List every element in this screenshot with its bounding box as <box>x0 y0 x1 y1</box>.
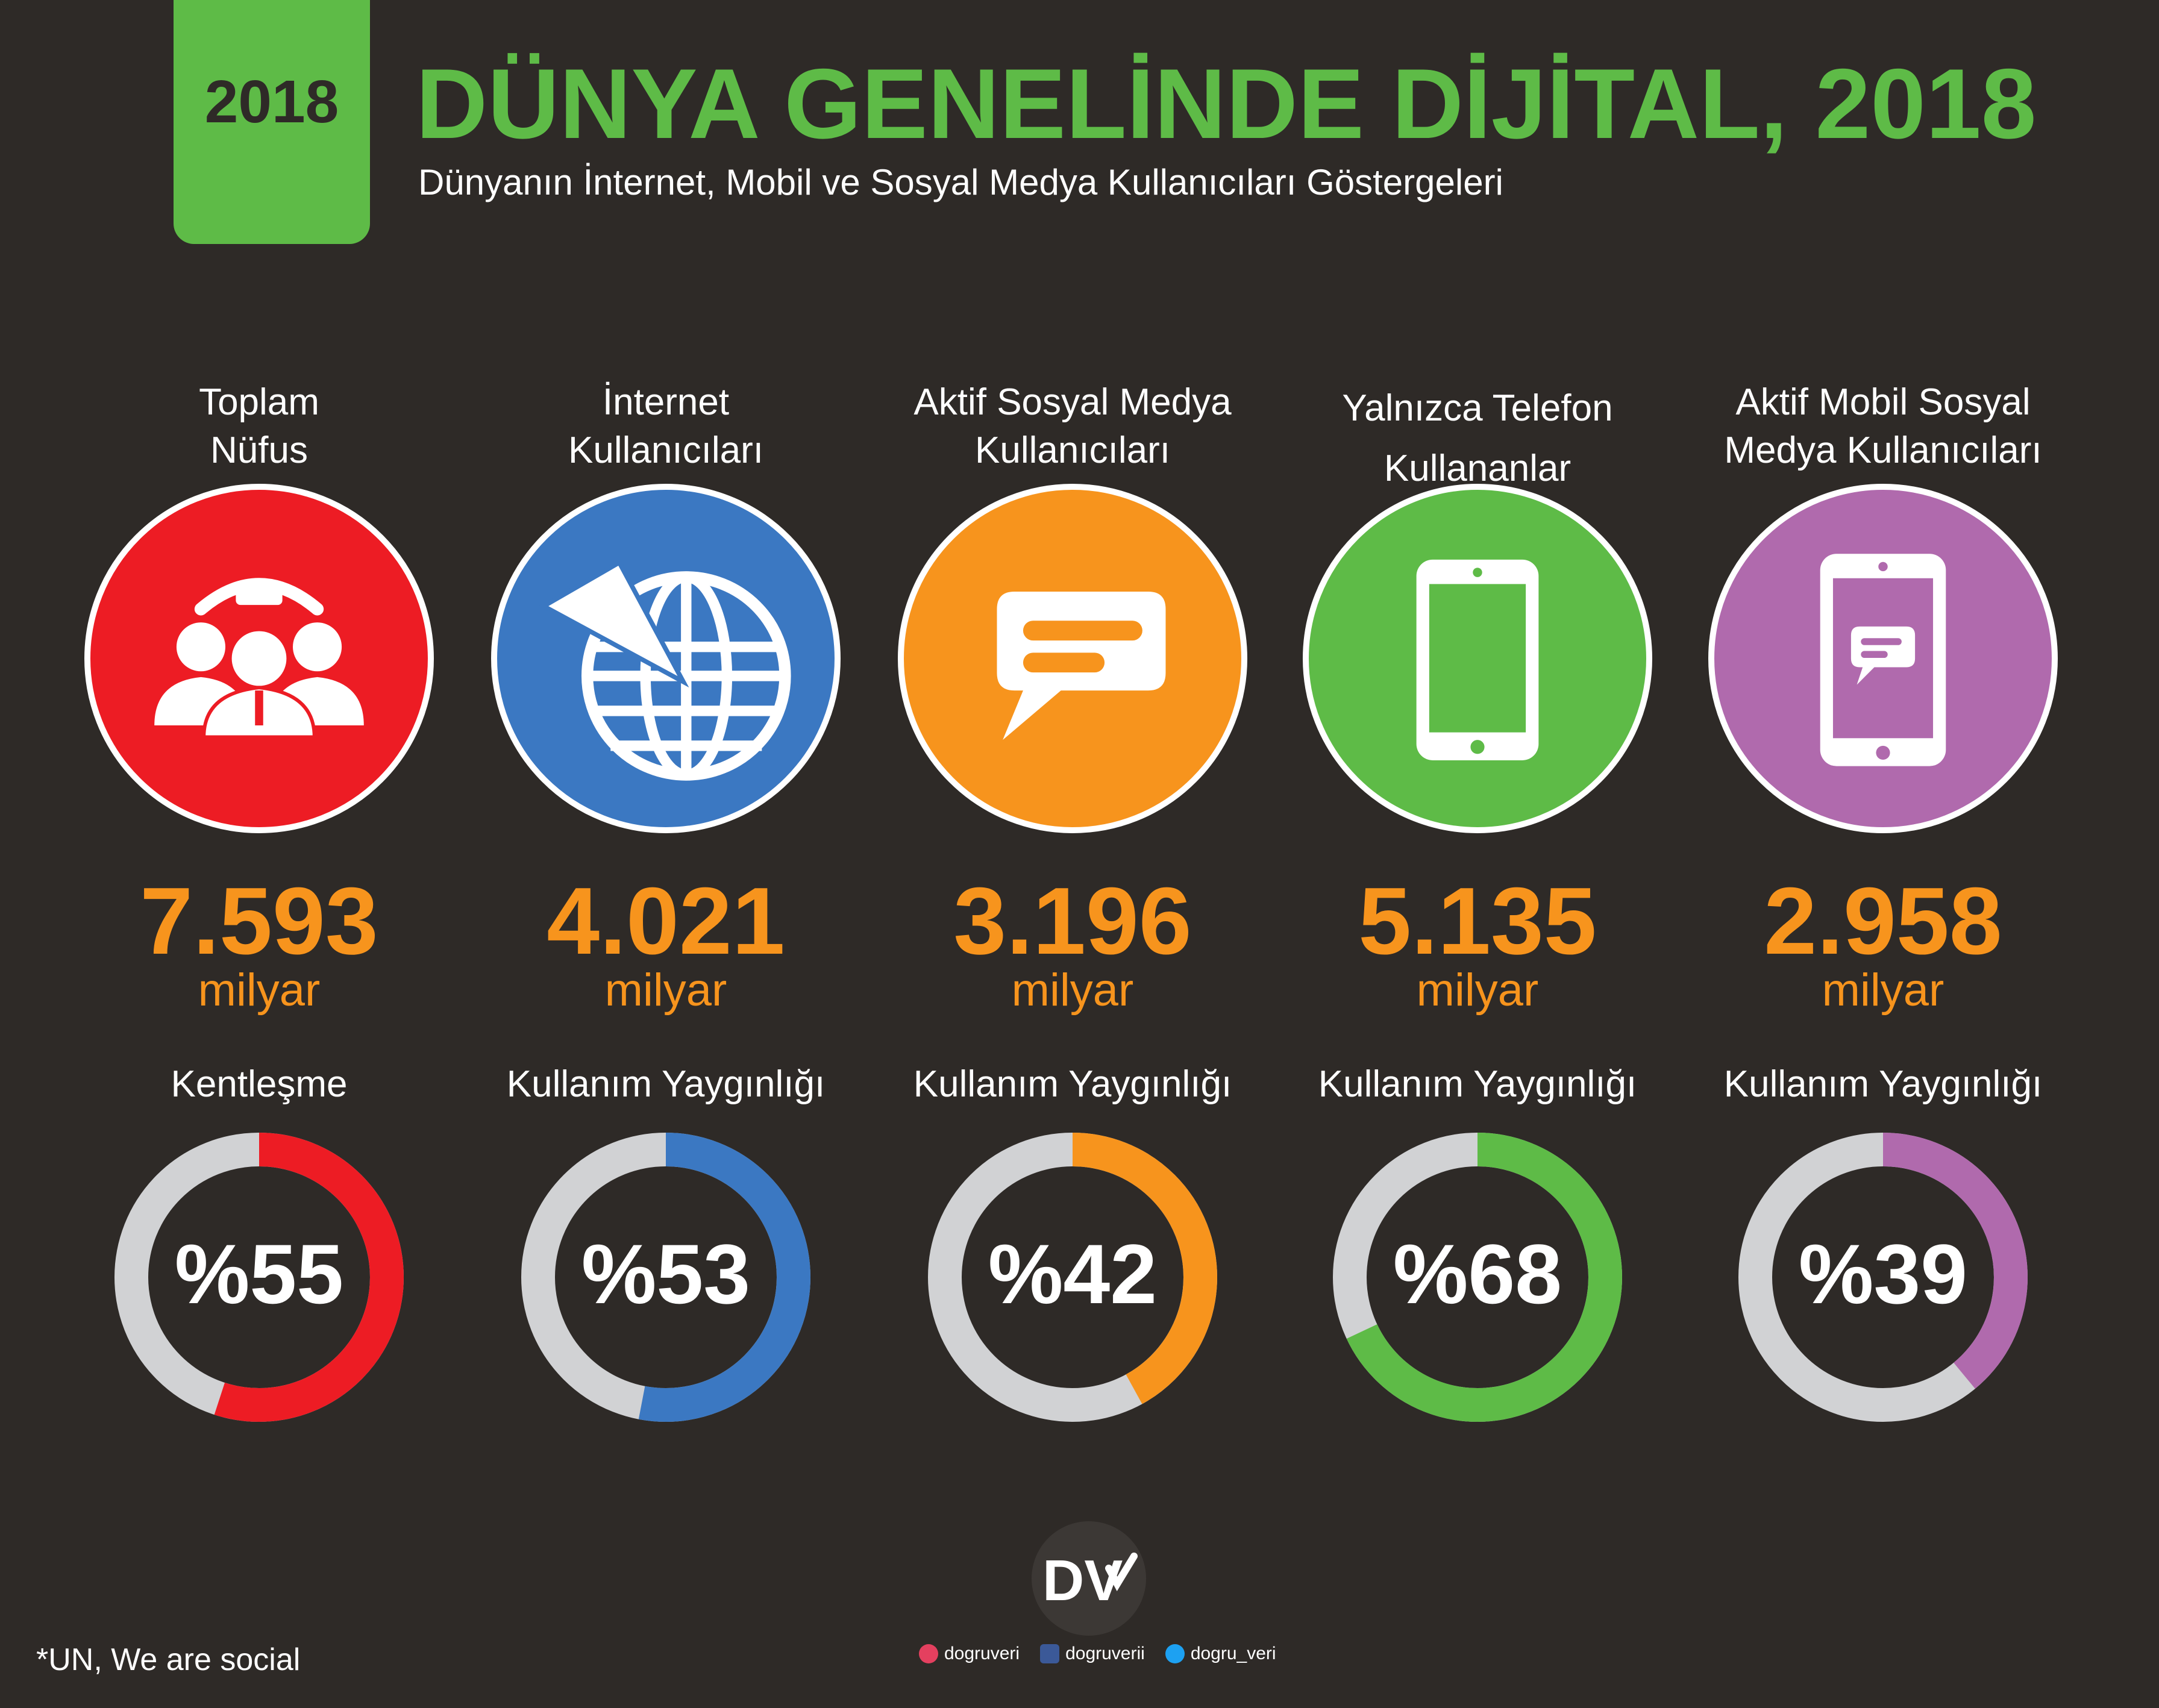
metric-value: 4.021 <box>547 868 785 974</box>
people-group-icon <box>84 484 434 833</box>
metric-column-mobile-social: Aktif Mobil Sosyal Medya Kullanıcıları 2… <box>1702 0 2064 1506</box>
metric-value: 5.135 <box>1358 868 1597 974</box>
social-link-facebook[interactable]: dogruverii <box>1040 1644 1145 1664</box>
globe-cursor-icon <box>491 484 841 833</box>
social-handle: dogruveri <box>944 1644 1020 1663</box>
donut-percent: %55 <box>174 1227 344 1321</box>
metric-sub-label: Kullanım Yaygınlığı <box>1318 1063 1637 1105</box>
smartphone-chat-icon <box>1708 484 2058 833</box>
year-badge-label: 2018 <box>204 68 339 136</box>
metric-column-social: Aktif Sosyal Medya Kullanıcıları 3.196 m… <box>892 0 1253 1506</box>
year-badge: 2018 <box>174 0 370 244</box>
page-title: DÜNYA GENELİNDE DİJİTAL, 2018 <box>416 48 2037 159</box>
source-note: *UN, We are social <box>36 1642 301 1677</box>
metric-value: 2.958 <box>1764 868 2002 974</box>
metric-label: İnternet Kullanıcıları <box>568 381 763 471</box>
donut-arc <box>521 1133 810 1422</box>
donut-percent: %53 <box>581 1227 751 1321</box>
social-link-twitter[interactable]: dogru_veri <box>1165 1644 1276 1664</box>
metric-unit: milyar <box>198 965 321 1016</box>
metric-label: Yalnızca Telefon Kullananlar <box>1342 387 1613 489</box>
metric-sub-label: Kullanım Yaygınlığı <box>913 1063 1232 1105</box>
metric-unit: milyar <box>604 965 727 1016</box>
metric-column-population: Toplam Nüfus 7.593 milyar Kentleşme %55 <box>78 0 440 1506</box>
metric-value: 3.196 <box>953 868 1192 974</box>
social-handle: dogruverii <box>1065 1644 1145 1663</box>
twitter-icon <box>1165 1644 1185 1663</box>
facebook-icon <box>1040 1644 1060 1663</box>
metric-sub-label: Kentleşme <box>171 1063 348 1105</box>
metric-unit: milyar <box>1416 965 1539 1016</box>
donut-percent: %42 <box>988 1227 1158 1321</box>
social-handle: dogru_veri <box>1190 1644 1276 1663</box>
donut-arc <box>114 1133 404 1422</box>
donut-chart: %42 <box>916 1121 1229 1434</box>
donut-chart: %55 <box>102 1121 416 1434</box>
page-subtitle: Dünyanın İnternet, Mobil ve Sosyal Medya… <box>418 162 1503 202</box>
chat-bubble-icon <box>898 484 1247 833</box>
social-link-instagram[interactable]: dogruveri <box>919 1644 1020 1664</box>
metric-value: 7.593 <box>140 868 378 974</box>
donut-chart: %68 <box>1321 1121 1634 1434</box>
metric-sub-label: Kullanım Yaygınlığı <box>506 1063 826 1105</box>
metric-label: Toplam Nüfus <box>199 381 319 471</box>
donut-arc <box>1738 1133 2028 1422</box>
instagram-icon <box>919 1644 938 1663</box>
smartphone-icon <box>1303 484 1652 833</box>
metric-unit: milyar <box>1011 965 1134 1016</box>
metric-column-internet: İnternet Kullanıcıları 4.021 milyar Kull… <box>485 0 847 1506</box>
metric-column-phone: Yalnızca Telefon Kullananlar 5.135 milya… <box>1297 0 1658 1506</box>
donut-percent: %39 <box>1798 1227 1968 1321</box>
logo-text: DV <box>1042 1548 1123 1613</box>
social-links: dogruveri dogruverii dogru_veri <box>919 1644 1276 1664</box>
donut-chart: %53 <box>509 1121 823 1434</box>
metric-sub-label: Kullanım Yaygınlığı <box>1723 1063 2043 1105</box>
metric-label: Aktif Mobil Sosyal Medya Kullanıcıları <box>1724 381 2042 471</box>
donut-percent: %68 <box>1393 1227 1562 1321</box>
donut-arc <box>928 1133 1217 1422</box>
donut-arc <box>1333 1133 1622 1422</box>
metric-label: Aktif Sosyal Medya Kullanıcıları <box>913 381 1232 471</box>
donut-chart: %39 <box>1726 1121 2040 1434</box>
dv-logo: DV <box>1032 1521 1146 1636</box>
metric-unit: milyar <box>1822 965 1944 1016</box>
